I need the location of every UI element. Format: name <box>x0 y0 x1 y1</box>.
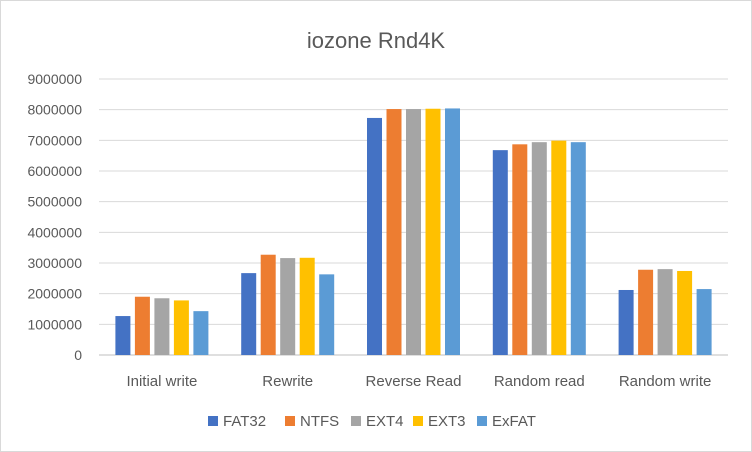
legend-label-exfat: ExFAT <box>492 413 536 430</box>
legend-swatch-ext3 <box>413 416 423 426</box>
legend-swatch-ntfs <box>285 416 295 426</box>
legend-label-ntfs: NTFS <box>300 413 339 430</box>
bar-exfat-random-read <box>570 142 586 355</box>
chart-title: iozone Rnd4K <box>307 28 446 53</box>
legend-swatch-exfat <box>477 416 487 426</box>
x-axis-categories: Initial write Rewrite Reverse Read Random r… <box>126 373 711 390</box>
bar-ext4-random-write <box>657 269 673 355</box>
bar-exfat-random-write <box>696 289 712 355</box>
y-tick-label: 7000000 <box>27 132 82 148</box>
x-category-label: Reverse Read <box>366 373 462 390</box>
bar-ntfs-initial-write <box>134 296 150 355</box>
y-tick-label: 5000000 <box>27 194 82 210</box>
bar-fat32-reverse-read <box>367 117 382 356</box>
y-tick-label: 4000000 <box>27 224 82 240</box>
bars <box>115 108 712 356</box>
bar-ext3-initial-write <box>173 300 189 355</box>
x-category-label: Initial write <box>126 373 197 390</box>
y-tick-label: 2000000 <box>27 286 82 302</box>
x-category-label: Random write <box>619 373 712 390</box>
legend-swatch-ext4 <box>351 416 361 426</box>
bar-ext3-rewrite <box>299 257 315 355</box>
y-tick-label: 3000000 <box>27 255 82 271</box>
x-category-label: Rewrite <box>262 373 313 390</box>
y-axis-ticks: 0 1000000 2000000 3000000 4000000 5000000 6000… <box>27 71 82 363</box>
legend-label-fat32: FAT32 <box>223 413 266 430</box>
legend-label-ext3: EXT3 <box>428 413 466 430</box>
y-tick-label: 9000000 <box>27 71 82 87</box>
y-tick-label: 0 <box>74 347 82 363</box>
bar-ext3-reverse-read <box>425 108 441 355</box>
bar-fat32-rewrite <box>241 273 257 355</box>
legend-swatch-fat32 <box>208 416 218 426</box>
bar-ext3-random-write <box>677 270 693 355</box>
bar-ext3-random-read <box>551 140 567 355</box>
y-tick-label: 8000000 <box>27 102 82 118</box>
bar-ntfs-random-write <box>638 269 654 355</box>
bar-fat32-initial-write <box>115 316 131 355</box>
x-category-label: Random read <box>494 373 585 390</box>
bar-fat32-random-write <box>618 289 634 355</box>
bar-ntfs-rewrite <box>260 254 276 355</box>
legend-label-ext4: EXT4 <box>366 413 404 430</box>
bar-exfat-rewrite <box>319 274 335 355</box>
bar-ntfs-random-read <box>512 144 528 355</box>
y-tick-label: 1000000 <box>27 316 82 332</box>
bar-ext4-reverse-read <box>406 109 421 355</box>
bar-fat32-random-read <box>492 150 508 355</box>
bar-ext4-random-read <box>531 142 547 355</box>
bar-exfat-reverse-read <box>445 108 460 355</box>
bar-ext4-initial-write <box>154 298 170 355</box>
y-tick-label: 6000000 <box>27 163 82 179</box>
bar-exfat-initial-write <box>193 311 209 355</box>
bar-ntfs-reverse-read <box>386 109 402 355</box>
bar-ext4-rewrite <box>280 258 296 355</box>
legend: FAT32 NTFS EXT4 EXT3 ExFAT <box>208 413 536 430</box>
